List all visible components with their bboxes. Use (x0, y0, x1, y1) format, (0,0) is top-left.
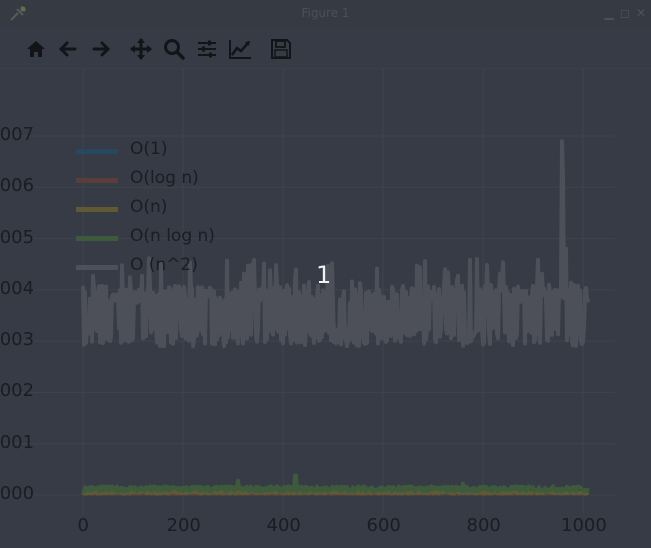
back-arrow-icon[interactable] (55, 36, 81, 62)
x-tick-label: 600 (366, 515, 401, 536)
legend-label: O(n log n) (130, 226, 215, 246)
x-tick-label: 400 (266, 515, 301, 536)
y-tick-label: .005 (0, 226, 35, 248)
x-tick-label: 1000 (561, 515, 607, 536)
legend-swatch-on (76, 207, 118, 212)
legend-swatch-onlogn (76, 236, 118, 241)
minimize-icon[interactable]: ▁ (604, 6, 614, 20)
y-tick-label: .000 (0, 483, 35, 504)
maximize-icon[interactable]: ◻ (620, 6, 630, 20)
legend-swatch-o1 (76, 149, 118, 154)
forward-arrow-icon[interactable] (88, 36, 114, 62)
close-icon[interactable]: ✕ (635, 6, 647, 20)
chart-canvas[interactable] (0, 69, 651, 548)
legend-swatch-on2 (76, 265, 118, 270)
y-tick-label: .007 (0, 124, 35, 145)
y-tick-label: .003 (0, 329, 35, 351)
x-tick-label: 800 (466, 515, 501, 536)
pan-icon[interactable] (128, 36, 154, 62)
home-icon[interactable] (23, 36, 49, 62)
y-tick-label: .001 (0, 431, 35, 453)
legend-label: O(n) (130, 197, 168, 217)
y-tick-label: .004 (0, 277, 35, 299)
legend-label: O(log n) (130, 168, 199, 188)
legend-swatch-ologn (76, 178, 118, 183)
save-icon[interactable] (268, 36, 294, 62)
title-bar: Figure 1 ▁ ◻ ✕ (0, 0, 651, 28)
series-line-on (81, 489, 590, 496)
series-line-onlogn (81, 473, 590, 494)
legend-label: O (n^2) (130, 255, 198, 275)
plot-area[interactable]: .000 .001 .002 .003 .004 .005 .006 .007 0 200 400… (0, 69, 651, 548)
edit-axes-icon[interactable] (227, 36, 253, 62)
y-tick-label: .006 (0, 175, 35, 197)
zoom-icon[interactable] (161, 36, 187, 62)
x-tick-label: 200 (166, 515, 201, 536)
toolbar-divider (0, 68, 651, 69)
y-tick-label: .002 (0, 380, 35, 402)
subplots-icon[interactable] (194, 36, 220, 62)
window-title: Figure 1 (301, 6, 350, 20)
legend-label: O(1) (130, 139, 168, 159)
x-tick-label: 0 (77, 515, 89, 536)
figure-number-overlay: 1 (316, 261, 332, 289)
series-line-on2 (81, 139, 590, 349)
matplotlib-app-icon (8, 4, 28, 28)
navigation-toolbar (0, 28, 651, 68)
